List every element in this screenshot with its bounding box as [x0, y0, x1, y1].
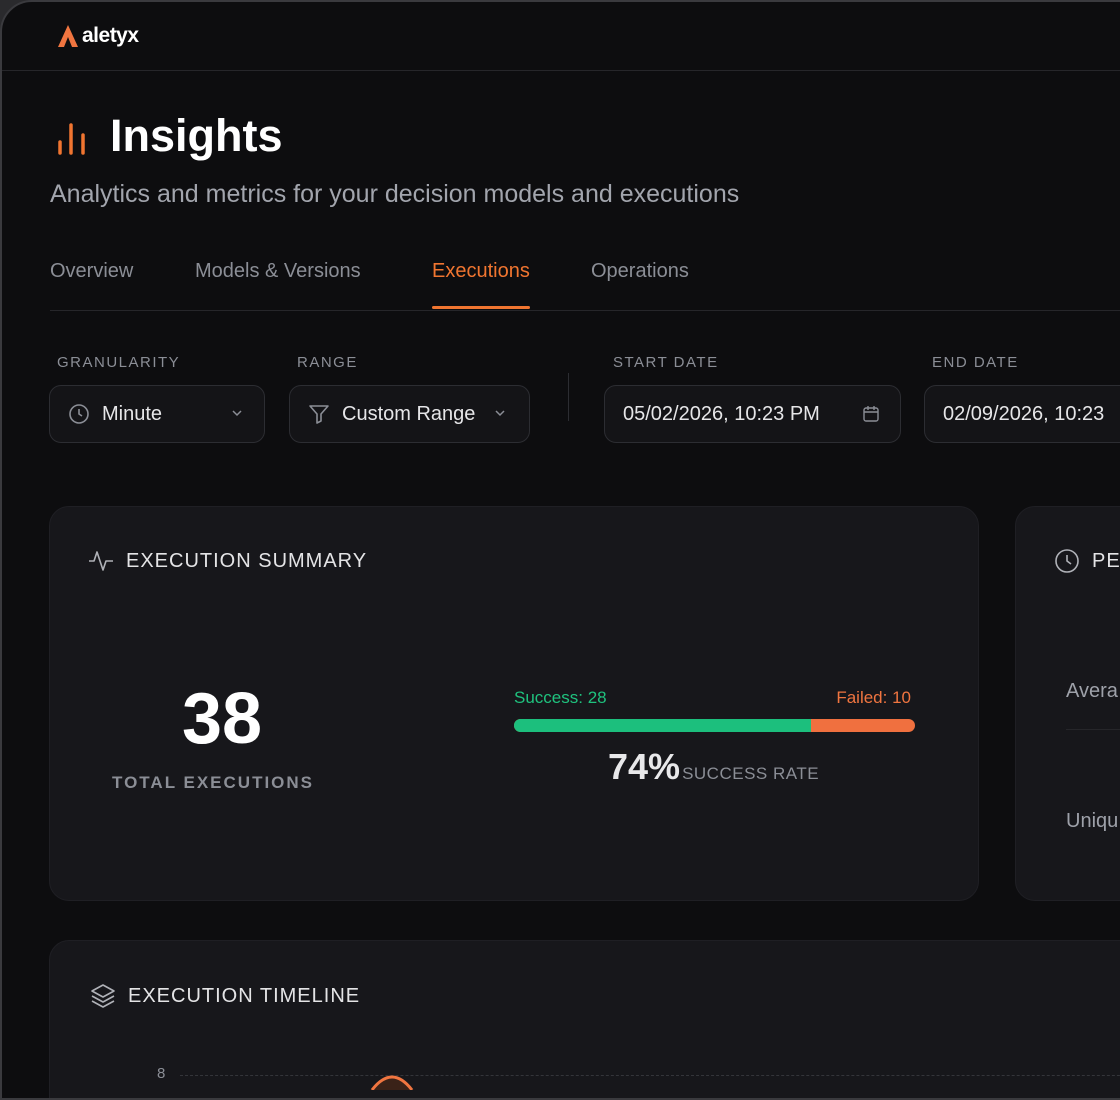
success-count: Success: 28	[514, 688, 607, 707]
execution-timeline-header: EXECUTION TIMELINE	[90, 983, 360, 1009]
range-select[interactable]: Custom Range	[289, 385, 530, 443]
granularity-select[interactable]: Minute	[49, 385, 265, 443]
success-rate: 74% SUCCESS RATE	[608, 746, 819, 788]
execution-timeline-card	[49, 940, 1120, 1098]
top-bar: aletyx	[2, 2, 1120, 71]
success-rate-value: 74%	[608, 746, 681, 787]
end-date-value: 02/09/2026, 10:23	[943, 402, 1105, 425]
success-rate-label: SUCCESS RATE	[682, 764, 820, 783]
page-subtitle: Analytics and metrics for your decision …	[50, 180, 740, 208]
start-date-input[interactable]: 05/02/2026, 10:23 PM	[604, 385, 901, 443]
start-date-value: 05/02/2026, 10:23 PM	[623, 402, 820, 425]
performance-header: PE	[1054, 548, 1120, 574]
page-title: Insights	[110, 110, 283, 161]
brand-name: aletyx	[82, 24, 139, 47]
performance-divider	[1066, 729, 1120, 730]
end-date-input[interactable]: 02/09/2026, 10:23	[924, 385, 1120, 443]
total-executions-label: TOTAL EXECUTIONS	[112, 773, 315, 792]
success-rate-bar	[514, 719, 915, 732]
clock-icon	[1055, 549, 1079, 573]
layers-icon	[91, 984, 115, 1008]
execution-timeline-title: EXECUTION TIMELINE	[128, 984, 361, 1007]
y-axis-tick: 8	[157, 1065, 166, 1082]
range-value: Custom Range	[342, 402, 476, 425]
start-date-label: START DATE	[613, 354, 719, 371]
execution-summary-title: EXECUTION SUMMARY	[126, 549, 368, 572]
tab-executions[interactable]: Executions	[432, 260, 530, 309]
chevron-down-icon	[495, 410, 505, 417]
tab-operations[interactable]: Operations	[591, 260, 689, 282]
filter-icon	[308, 403, 330, 425]
aletyx-logo-icon	[58, 25, 78, 47]
performance-row-average: Avera	[1066, 680, 1118, 702]
chevron-down-icon	[232, 410, 242, 417]
granularity-value: Minute	[102, 402, 163, 425]
granularity-label: GRANULARITY	[57, 354, 181, 371]
execution-summary-header: EXECUTION SUMMARY	[88, 548, 367, 574]
bar-chart-icon	[58, 123, 85, 155]
filter-divider	[568, 373, 569, 421]
logo[interactable]: aletyx	[57, 24, 139, 48]
clock-icon	[68, 403, 90, 425]
performance-title: PE	[1092, 549, 1120, 572]
calendar-icon[interactable]	[862, 405, 880, 423]
tab-overview[interactable]: Overview	[50, 260, 134, 282]
execution-summary-card	[49, 506, 979, 901]
total-executions-value: 38	[181, 679, 263, 759]
failed-count: Failed: 10	[836, 688, 911, 707]
tab-bar: Overview Models & Versions Executions Op…	[50, 260, 1120, 311]
performance-row-unique: Uniqu	[1066, 810, 1119, 832]
gridline	[180, 1075, 1120, 1076]
range-label: RANGE	[297, 354, 358, 371]
timeline-series-line	[370, 1075, 414, 1090]
end-date-label: END DATE	[932, 354, 1019, 371]
success-rate-fill	[514, 719, 811, 732]
tab-models-versions[interactable]: Models & Versions	[195, 260, 361, 282]
activity-icon	[89, 551, 113, 571]
